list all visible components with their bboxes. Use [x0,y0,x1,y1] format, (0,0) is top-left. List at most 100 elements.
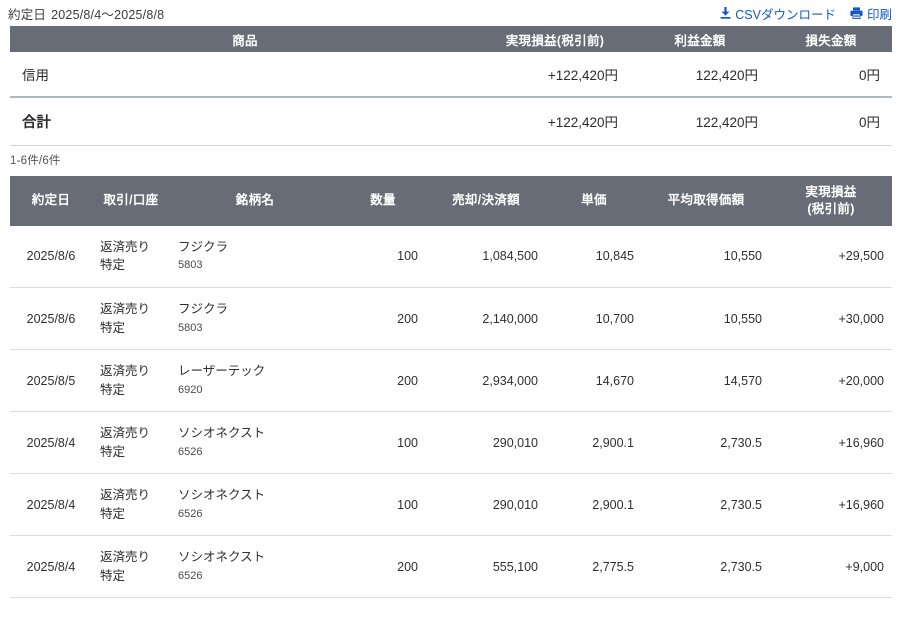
summary-loss: 0円 [770,52,892,98]
cell-issue: レーザーテック 6920 [170,349,340,412]
cell-issue-code: 6526 [178,445,203,458]
cell-account: 特定 [100,444,126,459]
cell-issue-name: フジクラ [178,302,229,317]
period-value: 2025/8/4〜2025/8/8 [51,7,165,22]
result-count: 1-6件/6件 [10,154,61,167]
summary-header-row: 商品 実現損益(税引前) 利益金額 損失金額 [10,26,892,52]
cell-trade-type: 返済売り [100,549,151,564]
print-label: 印刷 [866,7,892,22]
summary-category: 信用 [10,52,480,98]
detail-table-head: 約定日 取引/口座 銘柄名 数量 売却/決済額 単価 平均取得価額 実現損益 (… [10,175,892,226]
cell-unit-price: 14,670 [546,349,642,412]
detail-col-trade: 取引/口座 [92,175,170,226]
cell-trade-account: 返済売り 特定 [92,411,170,474]
cell-issue-code: 5803 [178,321,203,334]
summary-col-product: 商品 [10,26,480,52]
csv-download-link[interactable]: CSVダウンロード [720,4,836,23]
cell-sale-amount: 2,934,000 [426,349,546,412]
summary-table: 商品 実現損益(税引前) 利益金額 損失金額 信用 +122,420円 122,… [10,26,892,146]
summary-total-realized-pl: +122,420円 [480,96,630,146]
cell-issue: フジクラ 5803 [170,287,340,350]
cell-date: 2025/8/6 [10,225,92,288]
cell-issue-code: 5803 [178,259,203,272]
cell-quantity: 100 [340,225,426,288]
cell-trade-account: 返済売り 特定 [92,535,170,598]
cell-quantity: 200 [340,287,426,350]
cell-realized-pl: +20,000 [770,349,892,412]
cell-quantity: 100 [340,411,426,474]
summary-col-loss: 損失金額 [770,26,892,52]
summary-table-body: 信用 +122,420円 122,420円 0円 合計 +122,420円 12… [10,52,892,146]
cell-unit-price: 2,900.1 [546,411,642,474]
table-row[interactable]: 2025/8/5 返済売り 特定 レーザーテック 6920 200 2,934,000 14,… [10,349,892,412]
cell-quantity: 200 [340,535,426,598]
cell-issue: ソシオネクスト 6526 [170,411,340,474]
cell-sale-amount: 2,140,000 [426,287,546,350]
summary-col-realized-pl: 実現損益(税引前) [480,26,630,52]
cell-avg-cost: 2,730.5 [642,411,770,474]
cell-realized-pl: +16,960 [770,411,892,474]
detail-table: 約定日 取引/口座 銘柄名 数量 売却/決済額 単価 平均取得価額 実現損益 (… [10,175,892,598]
cell-trade-account: 返済売り 特定 [92,225,170,288]
summary-col-profit: 利益金額 [630,26,770,52]
table-row[interactable]: 2025/8/4 返済売り 特定 ソシオネクスト 6526 100 290,010 2,900… [10,411,892,474]
detail-col-realized-pl-sub: (税引前) [807,201,855,216]
cell-realized-pl: +16,960 [770,473,892,536]
detail-col-date: 約定日 [10,175,92,226]
cell-quantity: 200 [340,349,426,412]
table-row[interactable]: 2025/8/4 返済売り 特定 ソシオネクスト 6526 200 555,100 2,775… [10,535,892,598]
detail-table-body: 2025/8/6 返済売り 特定 フジクラ 5803 100 1,084,500 10,845… [10,225,892,598]
cell-realized-pl: +30,000 [770,287,892,350]
cell-issue-name: レーザーテック [178,364,266,379]
cell-quantity: 100 [340,473,426,536]
detail-col-name: 銘柄名 [170,175,340,226]
print-link[interactable]: 印刷 [850,4,892,23]
cell-date: 2025/8/4 [10,535,92,598]
cell-date: 2025/8/4 [10,411,92,474]
csv-download-label: CSVダウンロード [735,7,836,22]
table-row[interactable]: 2025/8/6 返済売り 特定 フジクラ 5803 100 1,084,500 10,845… [10,225,892,288]
cell-account: 特定 [100,568,126,583]
cell-issue-name: ソシオネクスト [178,426,266,441]
cell-issue-code: 6920 [178,383,203,396]
printer-icon [850,7,863,19]
detail-col-realized-pl: 実現損益 (税引前) [770,175,892,226]
cell-realized-pl: +29,500 [770,225,892,288]
summary-table-head: 商品 実現損益(税引前) 利益金額 損失金額 [10,26,892,52]
cell-issue-name: ソシオネクスト [178,550,266,565]
cell-account: 特定 [100,506,126,521]
detail-header-row: 約定日 取引/口座 銘柄名 数量 売却/決済額 単価 平均取得価額 実現損益 (… [10,175,892,226]
cell-date: 2025/8/6 [10,287,92,350]
cell-trade-type: 返済売り [100,239,151,254]
cell-account: 特定 [100,320,126,335]
summary-total-loss: 0円 [770,96,892,146]
table-row[interactable]: 2025/8/4 返済売り 特定 ソシオネクスト 6526 100 290,010 2,900… [10,473,892,536]
cell-sale-amount: 290,010 [426,411,546,474]
top-toolbar: 約定日 2025/8/4〜2025/8/8 CSVダウンロード [0,0,902,26]
cell-sale-amount: 1,084,500 [426,225,546,288]
cell-account: 特定 [100,258,126,273]
cell-avg-cost: 2,730.5 [642,535,770,598]
cell-avg-cost: 10,550 [642,225,770,288]
summary-total-label: 合計 [10,96,480,146]
summary-realized-pl: +122,420円 [480,52,630,98]
cell-unit-price: 2,775.5 [546,535,642,598]
cell-date: 2025/8/4 [10,473,92,536]
cell-trade-type: 返済売り [100,363,151,378]
cell-trade-type: 返済売り [100,487,151,502]
cell-trade-type: 返済売り [100,301,151,316]
period-label: 約定日 [8,7,47,22]
cell-avg-cost: 14,570 [642,349,770,412]
table-row[interactable]: 2025/8/6 返済売り特定 フジクラ 5803 200 2,140,000 10,700… [10,287,892,350]
cell-unit-price: 10,700 [546,287,642,350]
detail-col-quantity: 数量 [340,175,426,226]
cell-trade-account: 返済売り 特定 [92,473,170,536]
cell-issue: ソシオネクスト 6526 [170,473,340,536]
cell-issue-name: ソシオネクスト [178,488,266,503]
cell-date: 2025/8/5 [10,349,92,412]
cell-issue-code: 6526 [178,569,203,582]
cell-account: 特定 [100,382,126,397]
cell-unit-price: 10,845 [546,225,642,288]
toolbar-actions: CSVダウンロード 印刷 [720,4,892,23]
